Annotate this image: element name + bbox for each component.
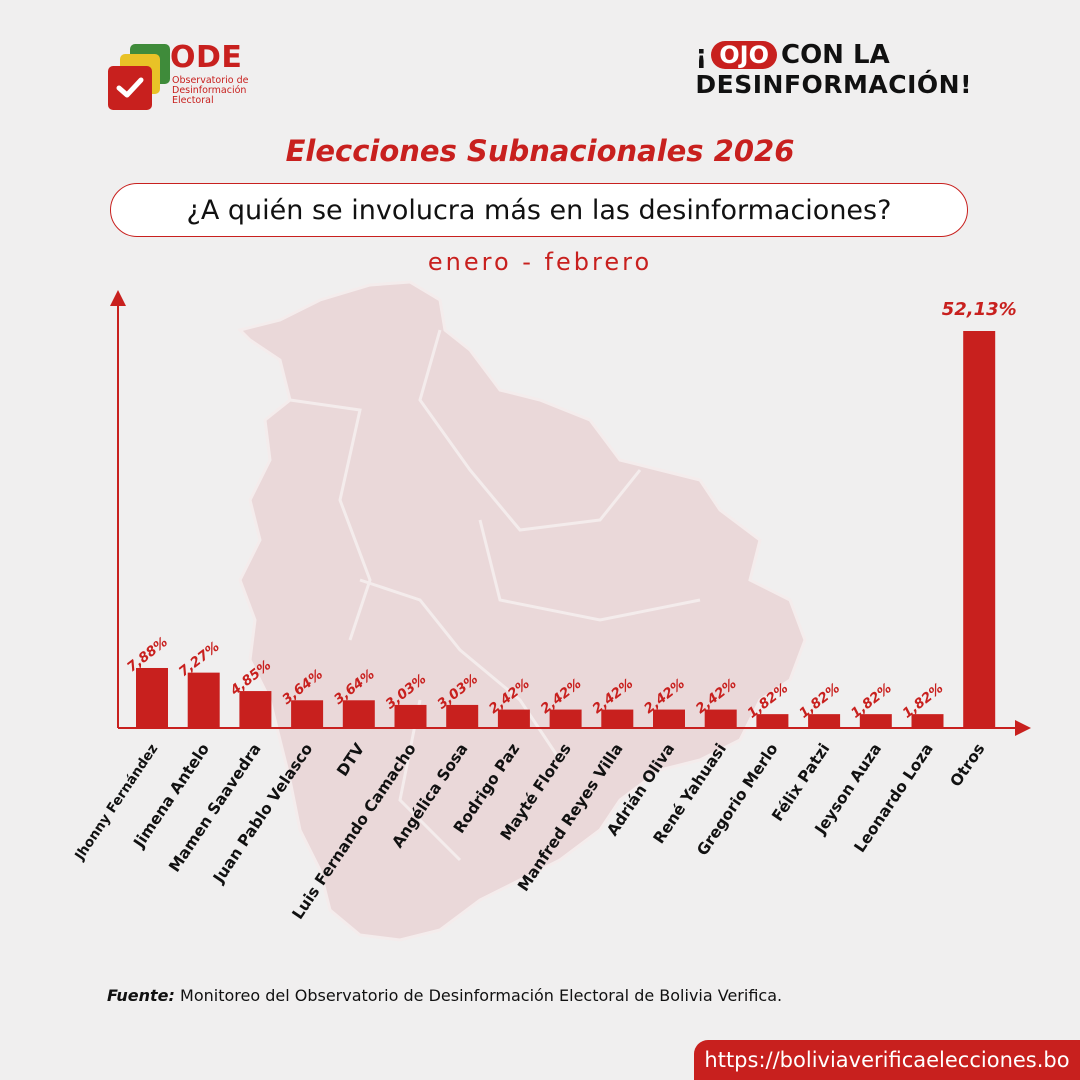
bar-0 <box>136 667 168 728</box>
bar-15 <box>911 714 944 728</box>
bar-10 <box>653 709 685 728</box>
category-label-2: Mamen Saavedra <box>165 740 264 875</box>
website-url[interactable]: https://boliviaverificaelecciones.bo <box>694 1040 1080 1080</box>
category-label-16: Otros <box>947 740 989 790</box>
campaign-highlight: OJO <box>711 41 777 69</box>
bar-13 <box>808 714 841 728</box>
logo-title: ODE <box>170 40 243 75</box>
page-title: Elecciones Subnacionales 2026 <box>285 134 795 168</box>
campaign-prefix: ¡ <box>695 40 708 70</box>
check-icon <box>108 66 152 110</box>
source-label: Fuente: <box>107 986 175 1005</box>
ode-logo: ODE Observatorio de Desinformación Elect… <box>106 40 276 112</box>
logo-subtitle: Observatorio de Desinformación Electoral <box>172 75 249 106</box>
x-axis-arrow <box>1015 720 1031 736</box>
period-label: enero - febrero <box>427 248 653 276</box>
category-label-4: DTV <box>333 740 368 779</box>
campaign-badge: ¡ OJO CON LA DESINFORMACIÓN! <box>695 40 972 100</box>
bar-3 <box>291 700 324 728</box>
bar-14 <box>859 714 892 728</box>
y-axis-arrow <box>110 290 126 306</box>
category-label-9: Manfred Reyes Villa <box>514 740 626 894</box>
category-label-3: Juan Pablo Velasco <box>209 740 316 887</box>
source-text: Monitoreo del Observatorio de Desinforma… <box>174 986 783 1005</box>
bar-1 <box>187 672 220 728</box>
bar-2 <box>239 691 272 728</box>
bar-8 <box>549 709 582 728</box>
bar-11 <box>704 709 737 728</box>
bar-12 <box>756 714 789 728</box>
bar-4 <box>342 700 375 728</box>
bar-5 <box>394 704 427 728</box>
bar-16 <box>963 331 996 728</box>
question-banner: ¿A quién se involucra más en las desinfo… <box>110 183 968 237</box>
bar-6 <box>446 704 479 728</box>
source-note: Fuente: Monitoreo del Observatorio de De… <box>107 986 782 1005</box>
bar-9 <box>601 709 634 728</box>
campaign-line2: DESINFORMACIÓN! <box>695 70 972 99</box>
campaign-line1: CON LA <box>781 40 890 70</box>
bar-7 <box>497 709 530 728</box>
value-label-16: 52,13% <box>942 299 1017 320</box>
